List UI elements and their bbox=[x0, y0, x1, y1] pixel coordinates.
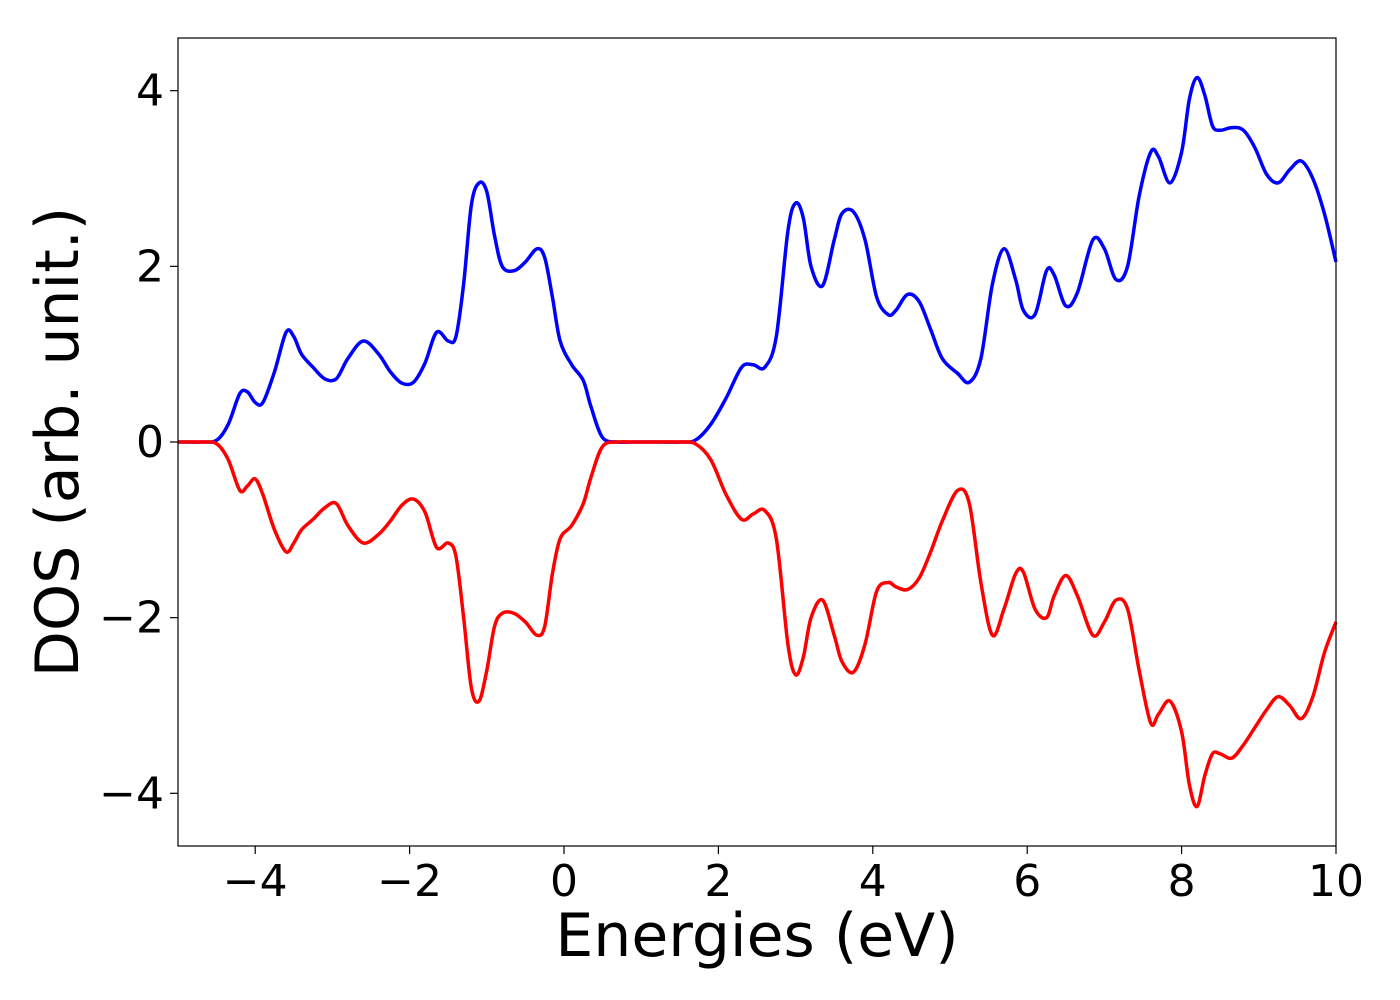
y-tick-label: 0 bbox=[136, 417, 164, 468]
y-tick-label: 4 bbox=[136, 66, 164, 117]
x-tick-label: 8 bbox=[1168, 856, 1196, 907]
x-tick-label: −4 bbox=[223, 856, 288, 907]
y-tick-label: −2 bbox=[99, 593, 164, 644]
x-tick-label: −2 bbox=[377, 856, 442, 907]
y-tick-label: 2 bbox=[136, 241, 164, 292]
series-layer bbox=[177, 75, 1338, 809]
series-line-upper bbox=[177, 75, 1338, 445]
x-tick-label: 2 bbox=[704, 856, 732, 907]
y-axis-ticks: 4 2 0 −2 −4 bbox=[99, 66, 178, 819]
series-line-lower bbox=[177, 439, 1338, 809]
x-tick-label: 4 bbox=[859, 856, 887, 907]
x-tick-label: 6 bbox=[1013, 856, 1041, 907]
x-tick-label: 0 bbox=[550, 856, 578, 907]
y-axis-title: DOS (arb. unit.) bbox=[23, 207, 93, 677]
y-tick-label: −4 bbox=[99, 768, 164, 819]
x-tick-label: 10 bbox=[1308, 856, 1364, 907]
x-axis-title: Energies (eV) bbox=[555, 901, 958, 971]
plot-background bbox=[178, 38, 1336, 846]
x-axis-ticks: −4 −2 0 2 4 6 8 10 bbox=[223, 846, 1364, 907]
